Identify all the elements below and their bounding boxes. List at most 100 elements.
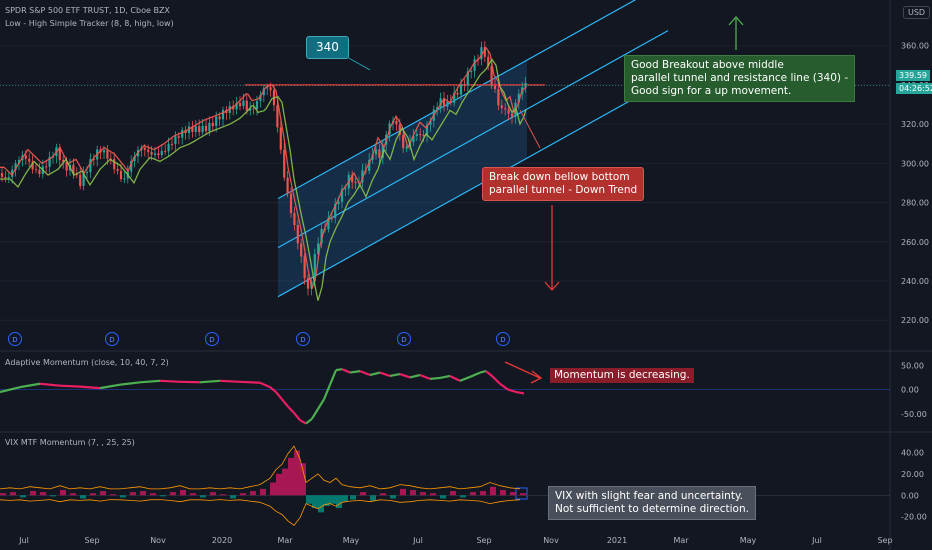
candle bbox=[340, 184, 344, 209]
momentum-segment bbox=[335, 368, 343, 372]
candle-body bbox=[221, 109, 225, 120]
time-tick-label: Jul bbox=[811, 536, 822, 545]
vix-bar bbox=[480, 491, 486, 496]
candle-body bbox=[218, 116, 221, 120]
candle bbox=[279, 120, 282, 155]
candle bbox=[28, 152, 31, 168]
dividend-marker: D bbox=[296, 332, 310, 346]
candle-body bbox=[194, 126, 197, 132]
vix-tick-label: 40.00 bbox=[901, 449, 924, 458]
candle-body bbox=[276, 105, 279, 128]
candle-body bbox=[82, 173, 85, 186]
breakout-line-3: Good sign for a up movement. bbox=[631, 85, 792, 97]
momentum-tick-label: 0.00 bbox=[901, 386, 919, 395]
vix-tick-label: -20.00 bbox=[901, 513, 927, 522]
vix-bar bbox=[190, 493, 196, 496]
candle bbox=[75, 167, 78, 179]
vix-bar bbox=[420, 492, 426, 496]
candle bbox=[164, 144, 167, 156]
currency-badge[interactable]: USD bbox=[903, 6, 931, 19]
momentum-segment bbox=[409, 373, 421, 379]
candle-body bbox=[354, 182, 357, 184]
candle-body bbox=[123, 178, 126, 180]
candle bbox=[306, 274, 310, 296]
dividend-marker-circle bbox=[105, 332, 119, 346]
momentum-tick-label: 50.00 bbox=[901, 361, 924, 370]
candle bbox=[470, 67, 473, 79]
candle bbox=[92, 154, 95, 166]
candle bbox=[473, 55, 476, 78]
dividend-marker-label: D bbox=[300, 336, 305, 344]
channel-bottom bbox=[277, 79, 669, 298]
candle bbox=[293, 206, 296, 231]
time-tick-label: Jul bbox=[18, 536, 29, 545]
vix-tick-label: 0.00 bbox=[901, 491, 919, 500]
vix-bar bbox=[318, 495, 324, 513]
momentum-segment bbox=[259, 381, 271, 389]
candle-body bbox=[170, 143, 174, 145]
candle-body bbox=[459, 84, 463, 95]
candle-body bbox=[208, 122, 211, 132]
candle bbox=[276, 99, 279, 133]
momentum-segment bbox=[275, 391, 283, 400]
vix-bar bbox=[294, 450, 300, 496]
candle bbox=[507, 105, 510, 121]
vix-bar bbox=[410, 489, 416, 496]
candle-body bbox=[28, 158, 31, 162]
candle-body bbox=[106, 150, 109, 159]
candle-body bbox=[306, 277, 310, 289]
vix-bar bbox=[276, 473, 282, 496]
candle-body bbox=[337, 201, 340, 204]
candle bbox=[412, 129, 415, 147]
candle-body bbox=[504, 108, 507, 110]
candle-body bbox=[130, 161, 133, 172]
momentum-segment bbox=[399, 372, 411, 379]
dividend-marker-label: D bbox=[209, 336, 214, 344]
time-tick-label: 2021 bbox=[607, 536, 627, 545]
candle bbox=[289, 187, 293, 218]
momentum-note: Momentum is decreasing. bbox=[550, 368, 694, 383]
time-tick-label: Sep bbox=[476, 536, 491, 545]
momentum-segment bbox=[485, 370, 493, 377]
breakdown-note: Break down bellow bottom parallel tunnel… bbox=[482, 167, 645, 201]
candle bbox=[259, 90, 262, 108]
candle bbox=[45, 160, 48, 173]
momentum-segment bbox=[389, 372, 401, 378]
vix-bar bbox=[220, 494, 226, 496]
momentum-segment bbox=[369, 371, 381, 377]
candle-body bbox=[293, 213, 296, 225]
symbol-title: SPDR S&P 500 ETF TRUST, 1D, Cboe BZX bbox=[5, 6, 170, 15]
candle bbox=[89, 153, 92, 179]
dividend-marker: D bbox=[105, 332, 119, 346]
candle-body bbox=[361, 170, 364, 183]
vix-bar bbox=[270, 482, 276, 496]
resistance-callout: 340 bbox=[306, 36, 349, 59]
candle bbox=[517, 89, 520, 110]
candle bbox=[480, 41, 483, 66]
candle-body bbox=[524, 82, 527, 88]
candle-body bbox=[500, 105, 503, 109]
vix-bar bbox=[90, 493, 96, 496]
candle-body bbox=[436, 107, 439, 110]
vix-bar bbox=[200, 495, 206, 498]
candle-body bbox=[45, 166, 48, 168]
candle-body bbox=[466, 71, 469, 85]
candle-body bbox=[330, 217, 333, 219]
candle bbox=[463, 79, 466, 92]
breakdown-pointer bbox=[519, 109, 541, 149]
candle bbox=[225, 106, 228, 120]
candle-body bbox=[79, 174, 82, 186]
breakout-line-1: Good Breakout above middle bbox=[631, 59, 784, 71]
candle-body bbox=[303, 256, 306, 278]
vix-bar bbox=[30, 491, 36, 496]
candle-body bbox=[368, 159, 371, 171]
candle-body bbox=[344, 188, 347, 190]
dividend-marker: D bbox=[205, 332, 219, 346]
vix-bar bbox=[460, 495, 466, 498]
candle-body bbox=[157, 153, 160, 156]
momentum-segment bbox=[491, 375, 501, 385]
candle bbox=[351, 170, 354, 189]
candle-body bbox=[113, 158, 116, 170]
